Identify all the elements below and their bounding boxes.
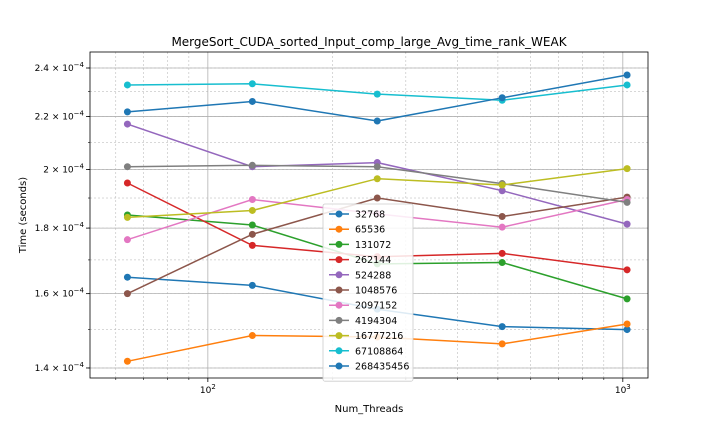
y-tick-label: 1.8 × 10−4: [35, 221, 85, 234]
legend-item: 262144: [329, 255, 391, 266]
legend-label: 262144: [355, 255, 391, 266]
data-point: [498, 187, 506, 195]
data-point: [248, 221, 256, 229]
data-point: [498, 259, 506, 267]
legend-item: 65536: [329, 225, 385, 236]
data-point: [498, 340, 506, 348]
data-point: [498, 181, 506, 189]
data-point: [623, 81, 631, 89]
legend-marker: [335, 286, 343, 294]
legend-label: 32768: [355, 210, 385, 221]
legend-marker: [335, 347, 343, 355]
data-point: [623, 165, 631, 173]
y-axis-label: Time (seconds): [18, 177, 29, 254]
chart-title: MergeSort_CUDA_sorted_Input_comp_large_A…: [171, 35, 567, 49]
legend-item: 1048576: [329, 286, 397, 297]
data-point: [623, 266, 631, 274]
x-axis-label: Num_Threads: [335, 404, 404, 415]
data-point: [623, 320, 631, 328]
legend-label: 268435456: [355, 362, 409, 373]
legend-item: 268435456: [329, 362, 409, 373]
legend-label: 65536: [355, 225, 385, 236]
legend-label: 131072: [355, 240, 391, 251]
legend-label: 1048576: [355, 286, 397, 297]
legend-marker: [335, 225, 343, 233]
legend-item: 131072: [329, 240, 391, 251]
data-point: [123, 290, 131, 298]
data-point: [498, 212, 506, 220]
data-point: [123, 108, 131, 116]
y-tick-label: 2 × 10−4: [43, 162, 84, 175]
data-point: [623, 295, 631, 303]
legend-item: 16777216: [329, 331, 403, 342]
data-point: [373, 90, 381, 98]
data-point: [623, 71, 631, 79]
data-point: [123, 357, 131, 365]
legend-marker: [335, 362, 343, 370]
legend-item: 67108864: [329, 346, 403, 357]
data-point: [248, 281, 256, 289]
series-16777216: [123, 165, 631, 221]
legend-label: 67108864: [355, 346, 403, 357]
axis-ticks: 102 103 1.4 × 10−4 1.6 × 10−4 1.8 × 10−4 2 × …: [35, 61, 631, 396]
data-point: [498, 223, 506, 231]
data-point: [248, 230, 256, 238]
data-point: [123, 120, 131, 128]
data-point: [248, 161, 256, 169]
legend-item: 4194304: [329, 316, 397, 327]
data-point: [123, 179, 131, 187]
legend-item: 524288: [329, 270, 391, 281]
series-268435456: [123, 71, 631, 125]
data-point: [248, 80, 256, 88]
legend-item: 2097152: [329, 301, 397, 312]
series-4194304: [123, 161, 631, 206]
legend-item: 32768: [329, 210, 385, 221]
data-point: [498, 323, 506, 331]
data-point: [623, 326, 631, 334]
data-point: [123, 213, 131, 221]
data-point: [623, 220, 631, 228]
data-point: [623, 198, 631, 206]
legend-marker: [335, 301, 343, 309]
y-tick-label: 1.4 × 10−4: [35, 361, 85, 374]
data-point: [373, 163, 381, 171]
data-point: [248, 332, 256, 340]
legend-marker: [335, 210, 343, 218]
x-tick-label: 102: [200, 383, 216, 396]
data-point: [373, 194, 381, 202]
y-tick-label: 2.4 × 10−4: [35, 61, 85, 74]
legend-label: 4194304: [355, 316, 397, 327]
y-tick-label: 1.6 × 10−4: [35, 287, 85, 300]
data-point: [123, 236, 131, 244]
y-tick-label: 2.2 × 10−4: [35, 109, 85, 122]
legend-label: 16777216: [355, 331, 403, 342]
legend-marker: [335, 332, 343, 340]
data-point: [373, 175, 381, 183]
legend-box: [322, 203, 414, 382]
legend-marker: [335, 240, 343, 248]
data-point: [123, 273, 131, 281]
data-point: [248, 195, 256, 203]
data-point: [248, 97, 256, 105]
x-tick-label: 103: [615, 383, 631, 396]
data-point: [248, 206, 256, 214]
series-1048576: [123, 193, 631, 298]
legend-label: 2097152: [355, 301, 397, 312]
legend-label: 524288: [355, 270, 391, 281]
data-point: [248, 241, 256, 249]
data-point: [498, 249, 506, 257]
data-point: [123, 163, 131, 171]
data-point: [123, 81, 131, 89]
legend-marker: [335, 271, 343, 279]
data-point: [498, 94, 506, 102]
data-point: [373, 117, 381, 125]
legend-marker: [335, 316, 343, 324]
legend: 32768 65536 131072 262144 524288 1048576 20971…: [322, 203, 414, 382]
legend-marker: [335, 256, 343, 264]
